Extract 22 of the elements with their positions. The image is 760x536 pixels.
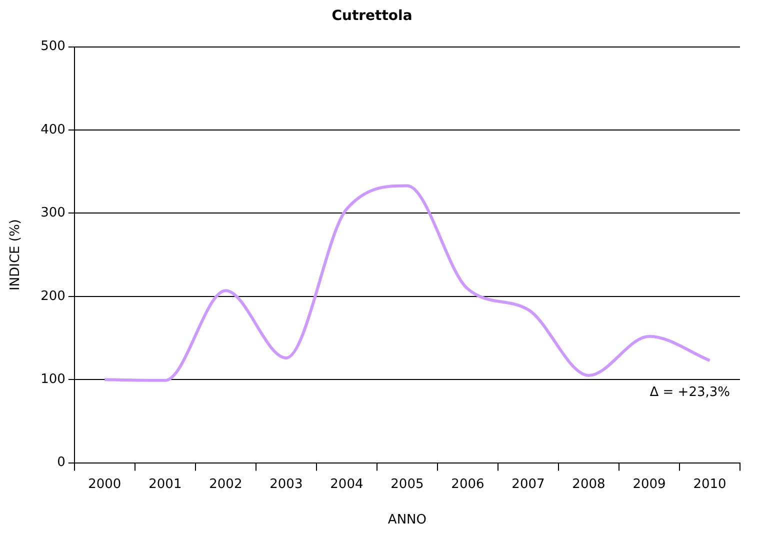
line-series [103, 184, 712, 382]
x-tick-label: 2002 [209, 476, 242, 492]
y-tick-label: 200 [40, 288, 66, 304]
y-tick-label: 500 [40, 39, 66, 54]
y-tick-label: 300 [40, 206, 66, 221]
y-tick-label: 100 [40, 372, 66, 387]
x-tick-label: 2007 [512, 476, 545, 492]
x-tick-label: 2004 [330, 476, 364, 492]
y-axis-title: INDICE (%) [8, 219, 24, 290]
y-tick-label: 400 [40, 122, 66, 138]
x-tick-label: 2010 [693, 476, 726, 492]
x-tick-label: 2006 [451, 476, 484, 492]
x-tick-label: 2000 [88, 476, 122, 492]
y-tick-label: 0 [57, 455, 66, 470]
x-axis-title: ANNO [388, 512, 426, 528]
x-tick-label: 2005 [390, 476, 424, 492]
x-tick-label: 2001 [148, 476, 182, 492]
annotation: Δ = +23,3% [650, 385, 730, 400]
chart-title: Cutrettola [332, 8, 412, 24]
x-tick-label: 2008 [572, 476, 606, 492]
x-tick-label: 2003 [270, 476, 303, 492]
x-tick-label: 2009 [632, 476, 666, 492]
